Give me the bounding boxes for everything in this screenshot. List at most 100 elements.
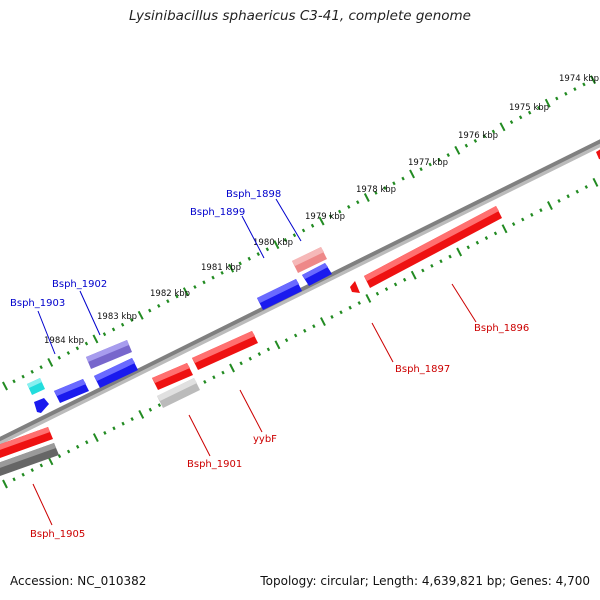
minor-tick bbox=[392, 181, 396, 186]
minor-tick bbox=[111, 327, 116, 332]
minor-tick bbox=[283, 237, 288, 242]
minor-tick bbox=[239, 361, 243, 366]
minor-tick bbox=[247, 256, 251, 261]
minor-tick bbox=[338, 209, 342, 214]
minor-tick bbox=[328, 214, 333, 219]
topology-text: Topology: circular; Length: 4,639,821 bp… bbox=[260, 574, 590, 588]
minor-tick bbox=[12, 477, 16, 482]
gene-bsph-1897[interactable] bbox=[350, 281, 360, 293]
minor-tick bbox=[157, 403, 162, 407]
gene-red-edge[interactable] bbox=[596, 147, 600, 160]
minor-tick bbox=[330, 315, 334, 319]
gene-bsph-1901-top bbox=[152, 363, 190, 383]
minor-tick bbox=[491, 129, 496, 134]
gene-bsph-1902-top bbox=[86, 340, 129, 362]
minor-tick bbox=[530, 212, 534, 217]
minor-tick bbox=[220, 271, 224, 275]
minor-tick bbox=[564, 91, 568, 96]
minor-tick bbox=[518, 115, 523, 120]
major-tick bbox=[590, 75, 596, 85]
minor-tick bbox=[293, 333, 298, 338]
minor-tick bbox=[511, 222, 516, 227]
minor-tick bbox=[284, 338, 289, 343]
minor-tick bbox=[157, 303, 161, 308]
gene-blue-small[interactable] bbox=[34, 398, 49, 413]
minor-tick bbox=[66, 351, 71, 355]
gene-label-bsph-1902[interactable]: Bsph_1902 bbox=[52, 279, 107, 290]
minor-tick bbox=[357, 301, 361, 305]
minor-tick bbox=[30, 369, 34, 374]
forward-gene-labels: Bsph_1898 Bsph_1899 Bsph_1902 Bsph_1903 bbox=[10, 189, 281, 309]
minor-tick bbox=[582, 82, 586, 87]
gene-label-bsph-1897[interactable]: Bsph_1897 bbox=[395, 364, 450, 375]
leader-lines bbox=[32, 198, 477, 526]
minor-tick bbox=[248, 356, 252, 361]
gene-label-bsph-1896[interactable]: Bsph_1896 bbox=[474, 323, 529, 334]
minor-tick bbox=[203, 379, 207, 384]
gene-bsph-1896-top bbox=[364, 206, 499, 281]
major-tick bbox=[92, 334, 99, 344]
minor-tick bbox=[393, 282, 398, 287]
minor-tick bbox=[148, 308, 152, 313]
kbp-labels: 1974 kbp 1975 kbp 1976 kbp 1977 kbp 1978… bbox=[44, 74, 599, 346]
leader-bsph-1896 bbox=[451, 283, 477, 323]
minor-tick bbox=[112, 426, 116, 431]
minor-tick bbox=[84, 341, 89, 346]
gene-pink-top bbox=[292, 247, 324, 266]
leader-bsph-1898 bbox=[275, 198, 302, 242]
minor-tick bbox=[430, 264, 434, 268]
gene-bsph-1903-top bbox=[54, 379, 86, 396]
minor-tick bbox=[130, 417, 134, 422]
minor-tick bbox=[211, 275, 215, 280]
minor-tick bbox=[75, 346, 80, 351]
major-tick bbox=[228, 263, 235, 273]
gene-label-bsph-1905[interactable]: Bsph_1905 bbox=[30, 529, 85, 540]
minor-tick bbox=[292, 233, 297, 238]
leader-bsph-1899 bbox=[241, 215, 265, 259]
gene-label-bsph-1898[interactable]: Bsph_1898 bbox=[226, 189, 281, 200]
minor-tick bbox=[266, 347, 271, 352]
minor-tick bbox=[193, 285, 197, 289]
minor-tick bbox=[120, 322, 125, 327]
minor-tick bbox=[39, 463, 44, 468]
major-tick bbox=[363, 193, 370, 202]
major-tick bbox=[273, 240, 280, 250]
gene-label-bsph-1899[interactable]: Bsph_1899 bbox=[190, 207, 245, 218]
minor-tick bbox=[527, 110, 532, 115]
minor-tick bbox=[537, 106, 541, 110]
minor-tick bbox=[573, 87, 577, 91]
accession-text: Accession: NC_010382 bbox=[10, 574, 147, 588]
minor-tick bbox=[66, 449, 71, 454]
minor-tick bbox=[383, 186, 387, 191]
minor-tick bbox=[464, 143, 469, 148]
backbone bbox=[0, 139, 600, 442]
minor-tick bbox=[484, 236, 489, 240]
gene-darkgray-top bbox=[0, 443, 56, 468]
minor-tick bbox=[310, 223, 315, 228]
leader-bsph-1905 bbox=[32, 483, 53, 526]
major-tick bbox=[229, 363, 235, 373]
major-tick bbox=[138, 409, 145, 419]
minor-tick bbox=[356, 200, 360, 205]
gene-label-yybf[interactable]: yybF bbox=[253, 434, 277, 445]
gene-label-bsph-1901[interactable]: Bsph_1901 bbox=[187, 459, 242, 470]
gene-gray-top bbox=[157, 378, 197, 401]
kbp-label: 1982 kbp bbox=[150, 289, 190, 299]
minor-tick bbox=[466, 245, 470, 250]
minor-tick bbox=[401, 176, 405, 181]
leader-yybf bbox=[239, 389, 263, 433]
kbp-label: 1984 kbp bbox=[44, 336, 84, 346]
leader-bsph-1902 bbox=[79, 290, 101, 336]
gene-blue-1902b-top bbox=[94, 358, 135, 381]
minor-tick bbox=[148, 407, 153, 412]
kbp-label: 1975 kbp bbox=[509, 103, 549, 113]
major-tick bbox=[2, 479, 8, 489]
gene-label-bsph-1903[interactable]: Bsph_1903 bbox=[10, 298, 65, 309]
minor-tick bbox=[30, 468, 34, 473]
major-tick bbox=[456, 247, 463, 257]
minor-tick bbox=[175, 294, 179, 299]
minor-tick bbox=[475, 240, 480, 245]
minor-tick bbox=[375, 291, 380, 296]
